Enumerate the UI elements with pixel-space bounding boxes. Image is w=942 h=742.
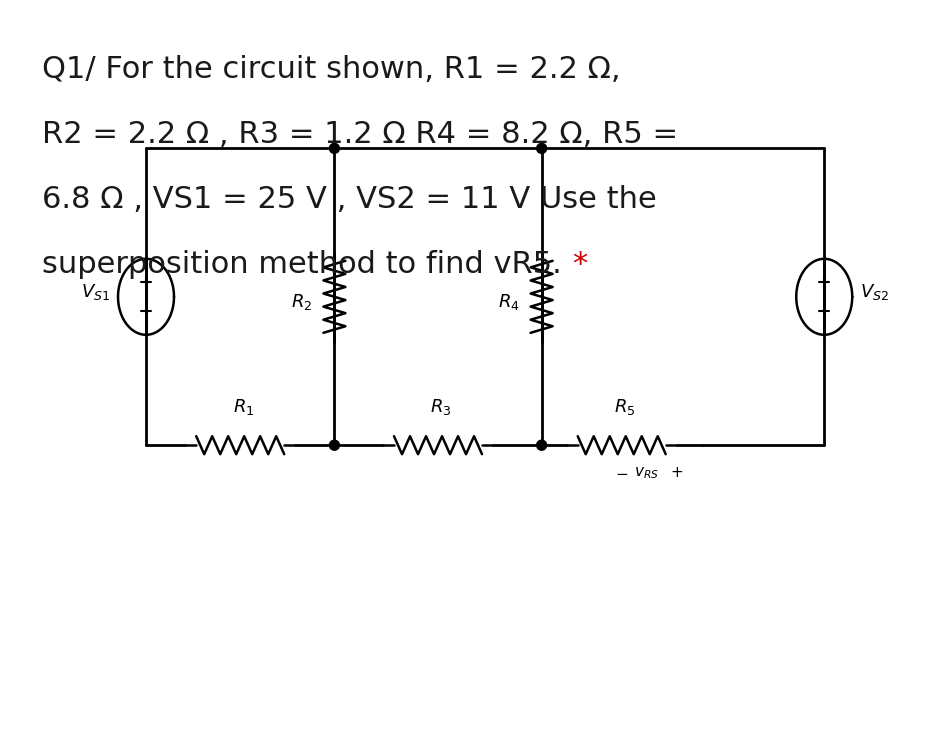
Text: $+$: $+$ bbox=[670, 465, 683, 480]
Circle shape bbox=[537, 143, 546, 154]
Text: $R_1$: $R_1$ bbox=[233, 397, 254, 417]
Text: $R_5$: $R_5$ bbox=[614, 397, 636, 417]
Text: $v_{RS}$: $v_{RS}$ bbox=[634, 465, 659, 481]
Text: Q1/ For the circuit shown, R1 = 2.2 Ω,: Q1/ For the circuit shown, R1 = 2.2 Ω, bbox=[42, 55, 621, 84]
Text: $R_3$: $R_3$ bbox=[430, 397, 452, 417]
Circle shape bbox=[537, 440, 546, 450]
Circle shape bbox=[330, 143, 339, 154]
Text: R2 = 2.2 Ω , R3 = 1.2 Ω R4 = 8.2 Ω, R5 =: R2 = 2.2 Ω , R3 = 1.2 Ω R4 = 8.2 Ω, R5 = bbox=[42, 120, 678, 149]
Text: superposition method to find vR5.: superposition method to find vR5. bbox=[42, 250, 572, 279]
Text: $V_{S1}$: $V_{S1}$ bbox=[81, 282, 110, 302]
Text: $V_{S2}$: $V_{S2}$ bbox=[860, 282, 889, 302]
Text: $R_2$: $R_2$ bbox=[291, 292, 313, 312]
Text: $R_4$: $R_4$ bbox=[498, 292, 520, 312]
Circle shape bbox=[330, 440, 339, 450]
Text: 6.8 Ω , VS1 = 25 V , VS2 = 11 V Use the: 6.8 Ω , VS1 = 25 V , VS2 = 11 V Use the bbox=[42, 185, 657, 214]
Text: *: * bbox=[572, 250, 587, 279]
Text: $-$: $-$ bbox=[615, 465, 628, 480]
